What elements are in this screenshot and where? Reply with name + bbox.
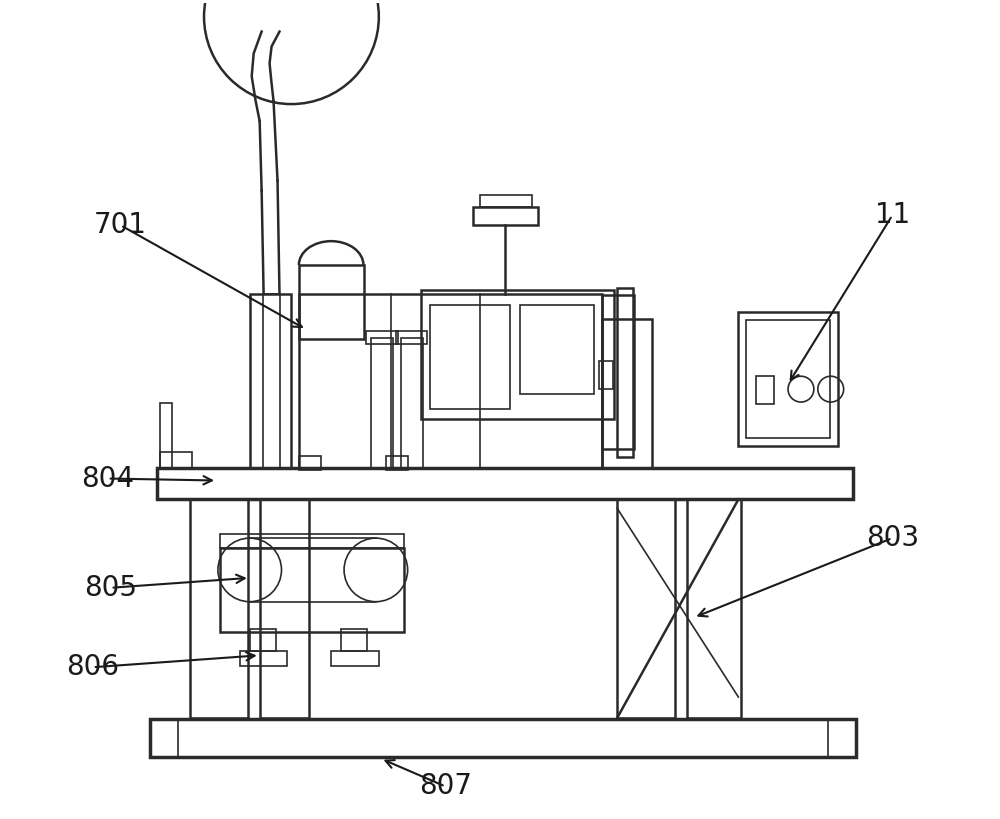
- Bar: [617, 287, 633, 457]
- Bar: [341, 630, 367, 651]
- Text: 11: 11: [875, 201, 910, 229]
- Bar: [386, 455, 408, 469]
- Bar: [738, 312, 838, 446]
- Bar: [299, 455, 321, 469]
- Bar: [756, 376, 774, 404]
- Bar: [520, 305, 594, 394]
- Bar: [602, 295, 634, 449]
- Bar: [160, 452, 192, 468]
- Text: 804: 804: [81, 464, 134, 492]
- Bar: [150, 719, 178, 757]
- Text: 806: 806: [66, 654, 119, 681]
- Bar: [599, 361, 613, 389]
- Bar: [617, 500, 675, 718]
- Bar: [828, 719, 856, 757]
- Bar: [299, 294, 602, 468]
- Bar: [401, 338, 423, 468]
- Bar: [150, 719, 856, 757]
- Bar: [687, 500, 741, 718]
- Bar: [602, 319, 652, 468]
- Bar: [157, 468, 853, 500]
- Bar: [190, 500, 248, 718]
- Bar: [480, 196, 532, 207]
- Bar: [240, 651, 287, 666]
- Text: 807: 807: [419, 772, 472, 800]
- Bar: [260, 500, 309, 718]
- Bar: [371, 338, 393, 468]
- Bar: [430, 305, 510, 409]
- Bar: [746, 319, 830, 438]
- Bar: [331, 651, 379, 666]
- Bar: [250, 630, 276, 651]
- Bar: [473, 207, 538, 225]
- Bar: [396, 331, 427, 345]
- Text: 805: 805: [84, 574, 137, 602]
- Bar: [160, 403, 172, 468]
- Bar: [421, 290, 614, 419]
- Bar: [250, 294, 291, 468]
- Text: 701: 701: [94, 211, 147, 239]
- Bar: [299, 265, 364, 340]
- Bar: [366, 331, 398, 345]
- Text: 803: 803: [866, 524, 919, 552]
- Bar: [220, 534, 404, 548]
- Bar: [263, 294, 280, 468]
- Bar: [220, 548, 404, 632]
